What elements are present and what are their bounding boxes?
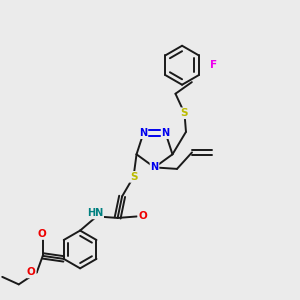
Text: O: O (27, 267, 36, 278)
Text: O: O (38, 229, 46, 239)
Text: N: N (150, 162, 159, 172)
Text: O: O (138, 212, 147, 221)
Text: S: S (130, 172, 137, 182)
Text: F: F (210, 60, 217, 70)
Text: S: S (181, 108, 188, 118)
Text: N: N (139, 128, 148, 138)
Text: N: N (161, 128, 170, 138)
Text: HN: HN (87, 208, 103, 218)
